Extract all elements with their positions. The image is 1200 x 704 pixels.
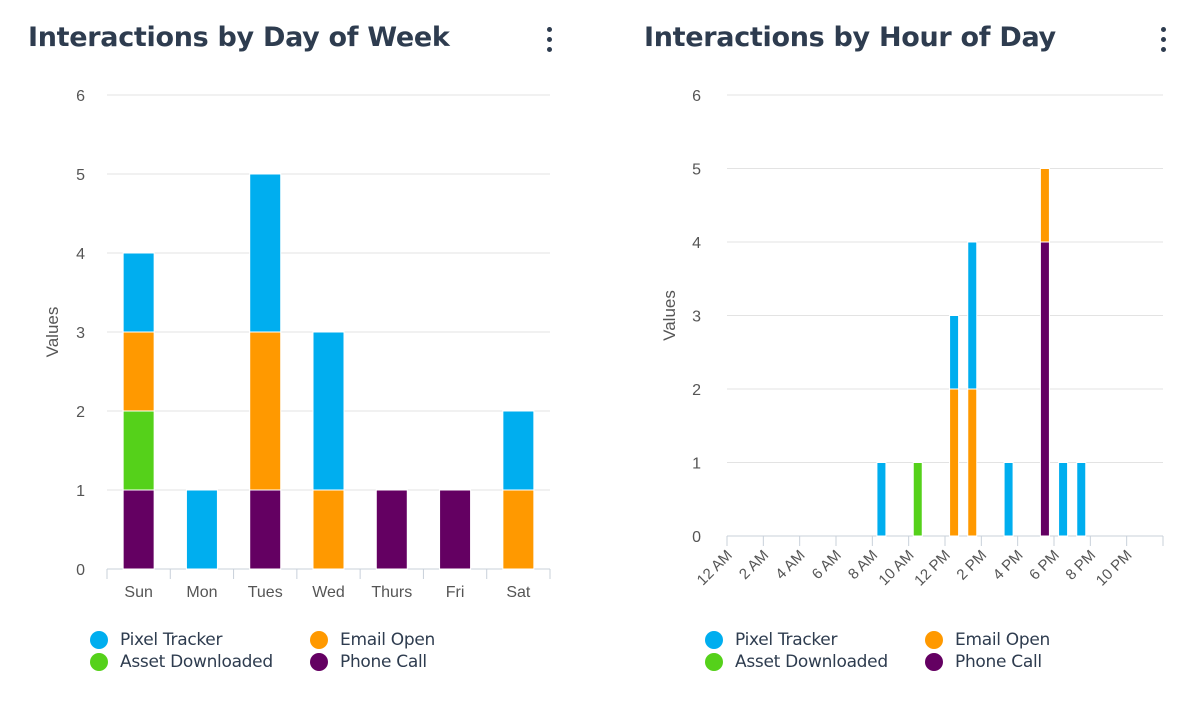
bar-pixel-tracker: [122, 252, 155, 333]
chart-title: Interactions by Hour of Day: [644, 22, 1056, 53]
legend-item-phone-call[interactable]: Phone Call: [925, 651, 1042, 673]
y-axis-title: Values: [660, 290, 679, 341]
y-tick-label: 1: [692, 456, 701, 473]
legend-dot: [925, 631, 943, 649]
bar-email-open: [502, 489, 535, 570]
bar-phone-call: [375, 489, 408, 570]
y-tick-label: 0: [76, 562, 85, 579]
bar-asset-downloaded: [912, 462, 923, 537]
legend-item-asset-downloaded[interactable]: Asset Downloaded: [705, 651, 888, 673]
legend-dot: [705, 631, 723, 649]
y-tick-label: 6: [76, 88, 85, 105]
legend-item-phone-call[interactable]: Phone Call: [310, 651, 427, 673]
legend-label: Phone Call: [955, 652, 1042, 672]
bar-phone-call: [122, 489, 155, 570]
chart-legend: Pixel Tracker Email Open Asset Downloade…: [90, 629, 510, 679]
y-tick-label: 5: [692, 162, 701, 179]
legend-item-asset-downloaded[interactable]: Asset Downloaded: [90, 651, 273, 673]
legend-label: Asset Downloaded: [735, 652, 888, 672]
bar-pixel-tracker: [967, 241, 978, 390]
x-tick-label: Fri: [446, 584, 465, 601]
bar-email-open: [967, 388, 978, 537]
legend-item-email-open[interactable]: Email Open: [310, 629, 435, 651]
bar-phone-call: [249, 489, 282, 570]
y-tick-label: 3: [76, 325, 85, 342]
bar-email-open: [1039, 168, 1050, 243]
x-tick-label: 2 PM: [953, 547, 990, 584]
legend-label: Email Open: [340, 630, 435, 650]
legend-dot: [310, 653, 328, 671]
x-tick-label: Mon: [186, 584, 217, 601]
day-of-week-chart: 0 1 2 3 4 5 6 Values Sun Mon Tues Wed Thurs Fri Sat: [43, 88, 551, 601]
x-tick-label: Tues: [248, 584, 283, 601]
x-tick-label: 6 PM: [1026, 547, 1063, 584]
x-tick-label: 10 PM: [1093, 547, 1136, 590]
bar-pixel-tracker: [1003, 462, 1014, 537]
legend-dot: [925, 653, 943, 671]
x-tick-label: 4 AM: [772, 547, 808, 583]
x-tick-label: 2 AM: [736, 547, 772, 583]
x-tick-label: 6 AM: [809, 547, 845, 583]
legend-dot: [705, 653, 723, 671]
bar-email-open: [312, 489, 345, 570]
day-of-week-panel: Interactions by Day of Week 0 1 2 3 4 5 6 Value…: [28, 22, 554, 679]
legend-label: Phone Call: [340, 652, 427, 672]
bar-phone-call: [439, 489, 472, 570]
bar-email-open: [249, 331, 282, 491]
y-axis-title: Values: [43, 307, 62, 358]
y-tick-label: 0: [692, 529, 701, 546]
chart-legend: Pixel Tracker Email Open Asset Downloade…: [705, 629, 1125, 679]
legend-label: Asset Downloaded: [120, 652, 273, 672]
legend-item-email-open[interactable]: Email Open: [925, 629, 1050, 651]
x-tick-label: Thurs: [371, 584, 412, 601]
y-tick-label: 2: [76, 404, 85, 421]
legend-dot: [90, 631, 108, 649]
bar-pixel-tracker: [1076, 462, 1087, 537]
legend-dot: [310, 631, 328, 649]
chart-title: Interactions by Day of Week: [28, 22, 450, 53]
hour-of-day-panel: Interactions by Hour of Day 0 1 2 3 4 5 6 Value…: [615, 0, 1200, 704]
bar-asset-downloaded: [122, 410, 155, 491]
bar-email-open: [122, 331, 155, 412]
bar-pixel-tracker: [185, 489, 218, 570]
legend-label: Pixel Tracker: [735, 630, 838, 650]
kebab-menu-icon[interactable]: [1158, 26, 1168, 54]
kebab-menu-icon[interactable]: [544, 26, 554, 54]
bar-email-open: [949, 388, 960, 537]
bar-pixel-tracker: [949, 315, 960, 390]
legend-label: Pixel Tracker: [120, 630, 223, 650]
bar-pixel-tracker: [876, 462, 887, 537]
x-tick-label: Sat: [506, 584, 531, 601]
bar-pixel-tracker: [249, 173, 282, 333]
legend-item-pixel-tracker[interactable]: Pixel Tracker: [705, 629, 837, 651]
bar-phone-call: [1039, 241, 1050, 537]
y-tick-label: 2: [692, 382, 701, 399]
y-tick-label: 4: [76, 246, 85, 263]
x-tick-label: 10 AM: [875, 547, 917, 589]
bar-pixel-tracker: [1058, 462, 1069, 537]
x-tick-label: 12 PM: [911, 547, 954, 590]
bar-pixel-tracker: [502, 410, 535, 491]
x-tick-label: Sun: [124, 584, 152, 601]
legend-dot: [90, 653, 108, 671]
y-tick-label: 4: [692, 235, 701, 252]
x-tick-label: 12 AM: [694, 547, 736, 589]
legend-item-pixel-tracker[interactable]: Pixel Tracker: [90, 629, 222, 651]
y-tick-label: 5: [76, 167, 85, 184]
legend-label: Email Open: [955, 630, 1050, 650]
bar-pixel-tracker: [312, 331, 345, 491]
x-tick-label: 4 PM: [990, 547, 1027, 584]
y-tick-label: 3: [692, 309, 701, 326]
y-tick-label: 1: [76, 483, 85, 500]
y-tick-label: 6: [692, 88, 701, 105]
x-tick-label: Wed: [312, 584, 345, 601]
